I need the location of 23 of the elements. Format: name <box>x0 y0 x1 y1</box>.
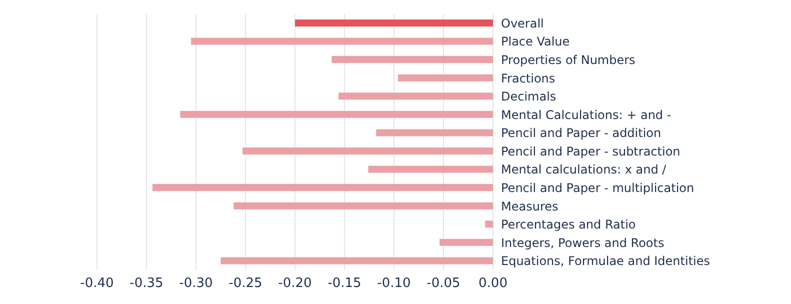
y-tick-label: Measures <box>501 199 558 214</box>
x-tick-label: -0.25 <box>228 276 262 292</box>
x-tick-label: -0.15 <box>328 276 362 292</box>
x-tick-label: -0.40 <box>80 276 114 292</box>
y-tick-label: Pencil and Paper - addition <box>501 126 662 140</box>
y-tick-label: Mental Calculations: + and - <box>501 108 672 122</box>
y-tick-label: Decimals <box>501 90 556 104</box>
y-tick-label: Fractions <box>501 71 556 86</box>
y-tick-label: Percentages and Ratio <box>501 218 636 232</box>
y-tick-label: Properties of Numbers <box>501 52 636 67</box>
y-tick-label: Equations, Formulae and Identities <box>501 254 710 268</box>
x-tick-label: -0.35 <box>130 276 164 292</box>
x-tick-label: -0.10 <box>377 276 411 292</box>
y-tick-label: Place Value <box>501 34 570 49</box>
y-tick-label: Pencil and Paper - multiplication <box>501 180 694 195</box>
x-tick-label: -0.20 <box>278 276 312 292</box>
y-tick-label: Mental calculations: x and / <box>501 162 668 177</box>
y-tick-label: Overall <box>501 16 544 30</box>
y-tick-label: Pencil and Paper - subtraction <box>501 144 680 158</box>
x-tick-label: -0.30 <box>179 276 213 292</box>
x-tick-label: -0.05 <box>426 276 460 292</box>
x-tick-label: 0.00 <box>478 276 508 292</box>
y-tick-label: Integers, Powers and Roots <box>501 236 664 250</box>
